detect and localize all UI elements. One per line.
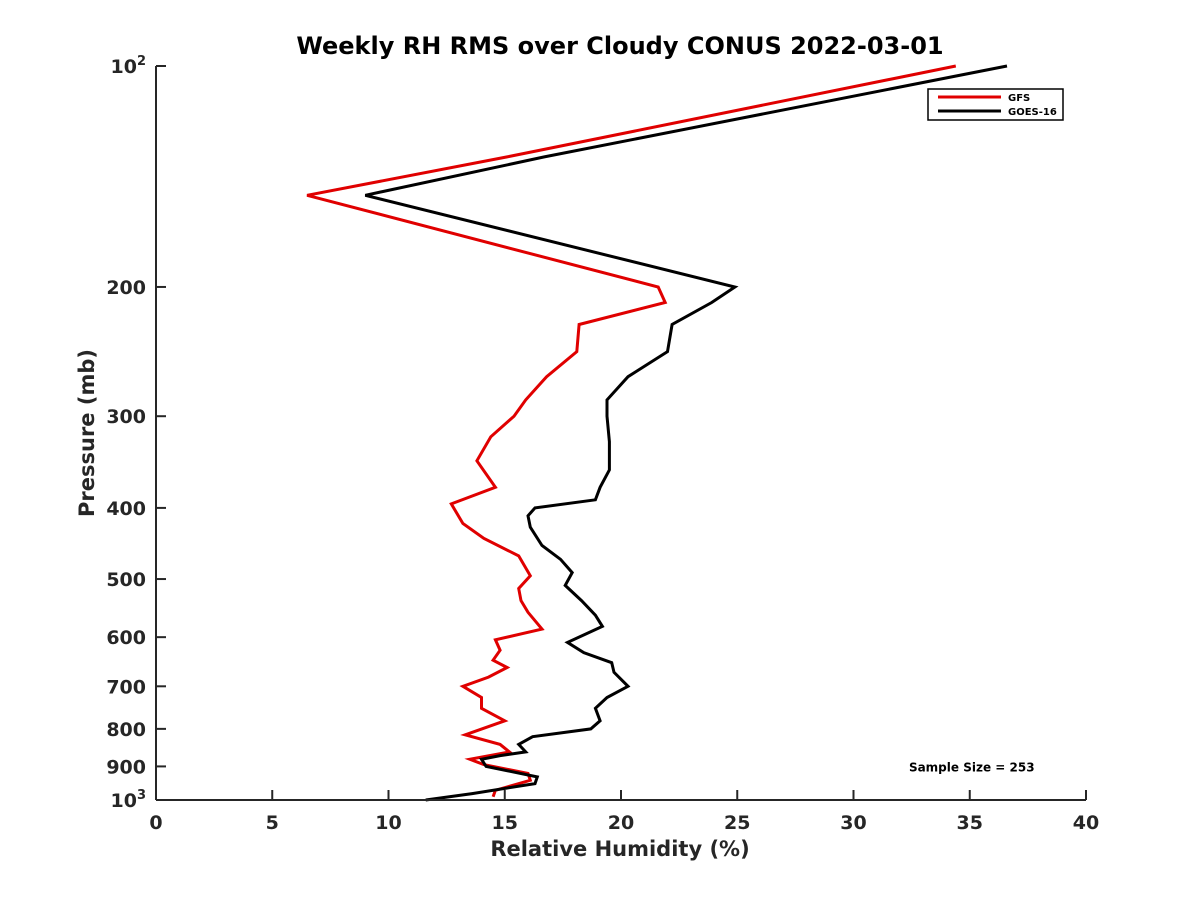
legend-label: GFS xyxy=(1008,93,1030,104)
legend: GFS GOES-16 xyxy=(927,88,1064,121)
y-tick-label: 700 xyxy=(106,676,146,698)
legend-box xyxy=(927,88,1064,121)
x-tick-label: 15 xyxy=(492,812,518,834)
y-tick-label: 102 xyxy=(111,54,147,78)
y-tick-label: 400 xyxy=(106,498,146,520)
y-tick-label: 300 xyxy=(106,406,146,428)
y-axis-label: Pressure (mb) xyxy=(75,349,99,517)
x-tick-label: 40 xyxy=(1073,812,1099,834)
x-tick-label: 20 xyxy=(608,812,634,834)
x-tick-label: 30 xyxy=(840,812,866,834)
legend-label: GOES-16 xyxy=(1008,107,1057,118)
series-line-goes-16 xyxy=(364,64,1008,802)
ticks: 0 5 10 15 20 25 30 35 40 102 200 300 400 500 600 700 800… xyxy=(106,54,1099,834)
x-tick-label: 35 xyxy=(957,812,983,834)
x-tick-label: 5 xyxy=(266,812,279,834)
plot-lines xyxy=(306,64,1008,802)
x-tick-label: 25 xyxy=(724,812,750,834)
y-tick-label: 200 xyxy=(106,277,146,299)
y-tick-label: 800 xyxy=(106,719,146,741)
x-tick-label: 10 xyxy=(375,812,401,834)
y-tick-label: 103 xyxy=(111,788,147,812)
y-tick-label: 900 xyxy=(106,756,146,778)
x-tick-label: 0 xyxy=(149,812,162,834)
series-line-gfs xyxy=(306,64,957,798)
sample-size-annotation: Sample Size = 253 xyxy=(909,760,1035,774)
chart-title: Weekly RH RMS over Cloudy CONUS 2022-03-… xyxy=(296,32,943,60)
y-tick-label: 600 xyxy=(106,627,146,649)
y-tick-label: 500 xyxy=(106,569,146,591)
x-axis-label: Relative Humidity (%) xyxy=(490,837,749,861)
